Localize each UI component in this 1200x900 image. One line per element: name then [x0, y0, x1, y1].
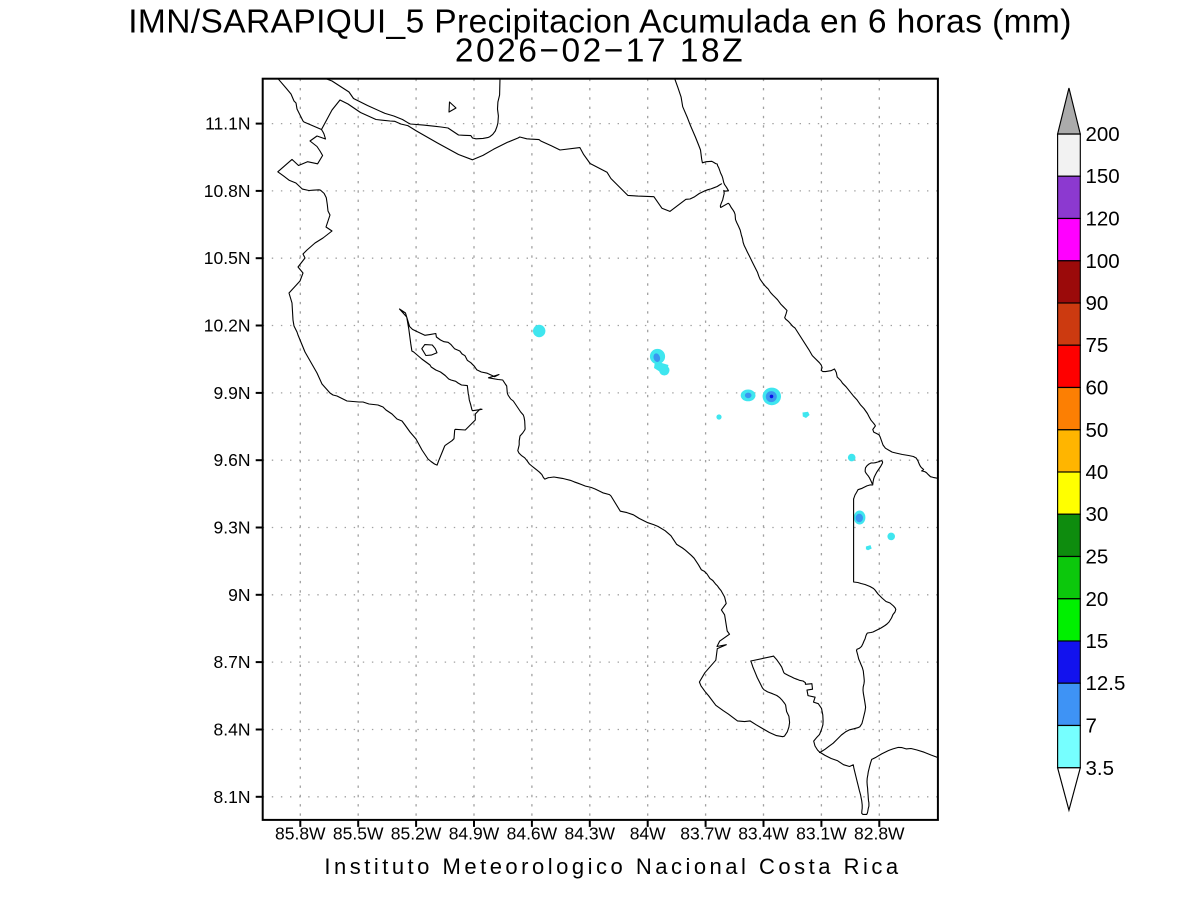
- svg-text:9.3N: 9.3N: [214, 518, 251, 538]
- svg-text:15: 15: [1086, 630, 1109, 653]
- svg-text:8.7N: 8.7N: [214, 652, 251, 672]
- svg-text:9.9N: 9.9N: [214, 383, 251, 403]
- svg-text:50: 50: [1086, 419, 1109, 442]
- svg-text:84.3W: 84.3W: [565, 824, 616, 844]
- svg-text:120: 120: [1086, 208, 1120, 231]
- svg-text:11.1N: 11.1N: [205, 114, 250, 134]
- svg-text:84.9W: 84.9W: [449, 824, 500, 844]
- svg-text:10.5N: 10.5N: [204, 248, 251, 268]
- svg-text:84.6W: 84.6W: [507, 824, 558, 844]
- svg-text:20: 20: [1086, 588, 1109, 611]
- svg-text:83.1W: 83.1W: [796, 824, 847, 844]
- svg-text:8.1N: 8.1N: [214, 787, 251, 807]
- svg-text:IMN/SARAPIQUI_5 Precipitacion: IMN/SARAPIQUI_5 Precipitacion Acumulada …: [128, 4, 1072, 41]
- svg-text:83.4W: 83.4W: [738, 824, 789, 844]
- svg-text:2026−02−17 18Z: 2026−02−17 18Z: [455, 33, 745, 70]
- svg-text:40: 40: [1086, 461, 1109, 484]
- svg-text:150: 150: [1086, 165, 1120, 188]
- svg-text:83.7W: 83.7W: [680, 824, 731, 844]
- svg-text:200: 200: [1086, 123, 1120, 146]
- svg-text:8.4N: 8.4N: [214, 720, 251, 740]
- svg-text:100: 100: [1086, 250, 1120, 273]
- svg-text:7: 7: [1086, 715, 1097, 738]
- svg-text:9.6N: 9.6N: [214, 450, 251, 470]
- svg-text:75: 75: [1086, 334, 1109, 357]
- svg-text:9N: 9N: [228, 585, 250, 605]
- svg-text:84W: 84W: [630, 824, 666, 844]
- svg-text:3.5: 3.5: [1086, 757, 1115, 780]
- svg-text:12.5: 12.5: [1086, 672, 1126, 695]
- svg-text:Instituto Meteorologico Nacion: Instituto Meteorologico Nacional Costa R…: [324, 854, 901, 879]
- svg-text:60: 60: [1086, 377, 1109, 400]
- svg-text:85.8W: 85.8W: [275, 824, 326, 844]
- svg-text:25: 25: [1086, 546, 1109, 569]
- svg-text:10.2N: 10.2N: [204, 316, 251, 336]
- svg-text:85.5W: 85.5W: [333, 824, 384, 844]
- svg-text:85.2W: 85.2W: [391, 824, 442, 844]
- svg-text:82.8W: 82.8W: [854, 824, 905, 844]
- svg-text:30: 30: [1086, 503, 1109, 526]
- svg-text:10.8N: 10.8N: [204, 181, 251, 201]
- svg-text:90: 90: [1086, 292, 1109, 315]
